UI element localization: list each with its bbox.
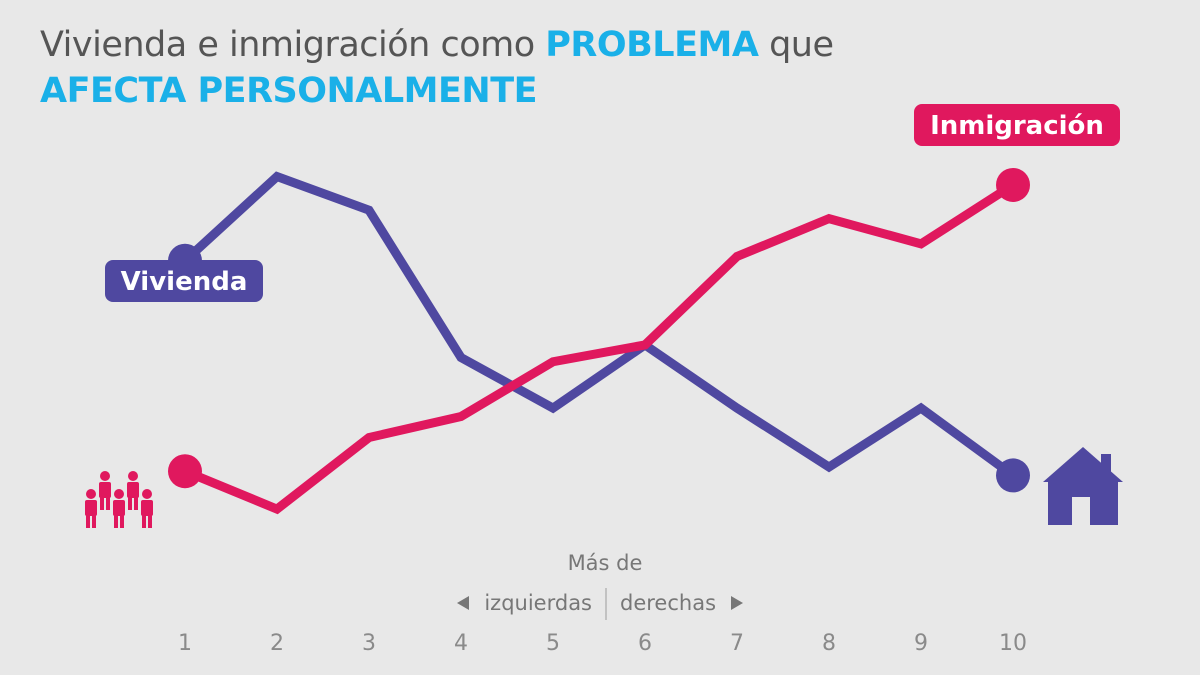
vivienda-label-bg — [105, 260, 263, 302]
vivienda-label-badge: Vivienda — [105, 260, 263, 302]
inmigracion-point — [996, 167, 1030, 202]
people-group-icon — [85, 471, 153, 528]
axis-left-direction: izquierdas — [457, 591, 592, 615]
arrow-right-icon — [731, 596, 743, 610]
x-tick-label: 7 — [730, 631, 744, 656]
inmigracion-label: Inmigración — [930, 111, 1104, 141]
vivienda-point — [996, 458, 1030, 493]
inmigracion-label-badge: Inmigración — [914, 104, 1120, 146]
x-tick-label: 10 — [999, 631, 1027, 656]
title-highlight-afecta: AFECTA PERSONALMENTE — [40, 71, 537, 111]
x-tick-label: 9 — [914, 631, 928, 656]
title-line-1: Vivienda e inmigración como PROBLEMA que — [40, 22, 834, 68]
vivienda-label: Vivienda — [121, 267, 248, 297]
x-tick-label: 6 — [638, 631, 652, 656]
series-lines — [181, 171, 1016, 515]
x-tick-label: 8 — [822, 631, 836, 656]
axis-right-label: derechas — [620, 591, 716, 615]
x-tick-label: 1 — [178, 631, 192, 656]
arrow-left-icon — [457, 596, 469, 610]
x-tick-label: 4 — [454, 631, 468, 656]
axis-left-label: izquierdas — [484, 591, 592, 615]
axis-right-direction: derechas — [620, 591, 743, 615]
title-highlight-problema: PROBLEMA — [545, 25, 759, 65]
inmigracion-label-bg — [914, 104, 1120, 146]
inmigracion-series-line — [183, 181, 1016, 515]
vivienda-series-line — [181, 171, 1016, 480]
axis-caption: Más de — [568, 551, 643, 575]
inmigracion-point — [168, 454, 202, 489]
x-tick-label: 5 — [546, 631, 560, 656]
title-text-part1: Vivienda e inmigración como — [40, 25, 546, 65]
chart-title: Vivienda e inmigración como PROBLEMA que… — [40, 22, 834, 114]
title-text-part2: que — [758, 25, 834, 65]
x-tick-label: 2 — [270, 631, 284, 656]
x-tick-label: 3 — [362, 631, 376, 656]
series-endpoints — [168, 167, 1030, 493]
house-icon — [1043, 447, 1123, 525]
x-axis-ticks: 1 2 3 4 5 6 7 8 9 10 — [178, 631, 1027, 656]
